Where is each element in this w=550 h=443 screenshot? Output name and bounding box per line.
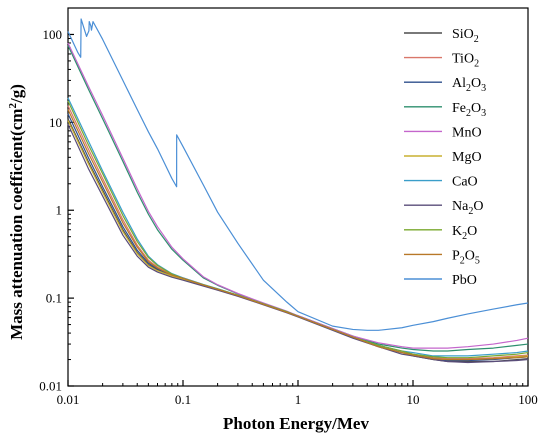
legend-label-mno: MnO <box>452 125 482 140</box>
y-tick-label: 1 <box>56 203 63 218</box>
x-tick-label: 100 <box>518 392 538 407</box>
legend-item-cao: CaO <box>404 175 478 190</box>
y-tick-label: 100 <box>43 27 63 42</box>
legend-label-na2o: Na2O <box>452 199 483 217</box>
tick-labels: 0.01 0.1 1 10 100 0.01 0.1 1 10 100 <box>39 27 538 407</box>
legend-item-k2o: K2O <box>404 224 477 242</box>
x-tick-label: 0.1 <box>175 392 191 407</box>
x-tick-label: 0.01 <box>57 392 80 407</box>
x-tick-label: 10 <box>407 392 420 407</box>
legend-item-pbo: PbO <box>404 273 477 288</box>
series-lines <box>67 18 529 364</box>
legend-item-tio2: TiO2 <box>404 52 479 70</box>
legend-item-sio2: SiO2 <box>404 27 479 45</box>
legend-item-na2o: Na2O <box>404 199 483 217</box>
y-tick-label: 0.01 <box>39 379 62 394</box>
legend-label-fe2o3: Fe2O3 <box>452 101 486 119</box>
legend-label-tio2: TiO2 <box>452 52 479 70</box>
legend-item-fe2o3: Fe2O3 <box>404 101 486 119</box>
legend-label-k2o: K2O <box>452 224 477 242</box>
y-axis-title-sup: 2 <box>7 103 19 109</box>
y-axis-title-tail: /g) <box>7 84 26 104</box>
series-line-pbo <box>67 18 529 331</box>
x-tick-label: 1 <box>295 392 302 407</box>
legend-label-pbo: PbO <box>452 273 477 288</box>
legend-label-p2o5: P2O5 <box>452 248 480 266</box>
legend-item-mno: MnO <box>404 125 482 140</box>
legend-label-sio2: SiO2 <box>452 27 479 45</box>
legend-label-cao: CaO <box>452 175 478 190</box>
legend-label-mgo: MgO <box>452 150 482 165</box>
x-axis-title: Photon Energy/Mev <box>223 414 369 433</box>
y-axis-title: Mass attenuation coefficient(cm2/g) <box>7 84 26 340</box>
legend: SiO2 TiO2 Al2O3 Fe2O3 MnO MgO CaO Na2O K2O P2O5 Pb… <box>404 27 486 288</box>
y-tick-label: 10 <box>49 115 62 130</box>
legend-item-mgo: MgO <box>404 150 482 165</box>
legend-item-p2o5: P2O5 <box>404 248 480 266</box>
series-line-p2o5 <box>67 109 529 361</box>
y-tick-label: 0.1 <box>46 291 62 306</box>
legend-label-al2o3: Al2O3 <box>452 76 486 94</box>
series-line-mno <box>67 42 529 349</box>
y-axis-title-main: Mass attenuation coefficient(cm <box>7 109 26 340</box>
legend-item-al2o3: Al2O3 <box>404 76 486 94</box>
